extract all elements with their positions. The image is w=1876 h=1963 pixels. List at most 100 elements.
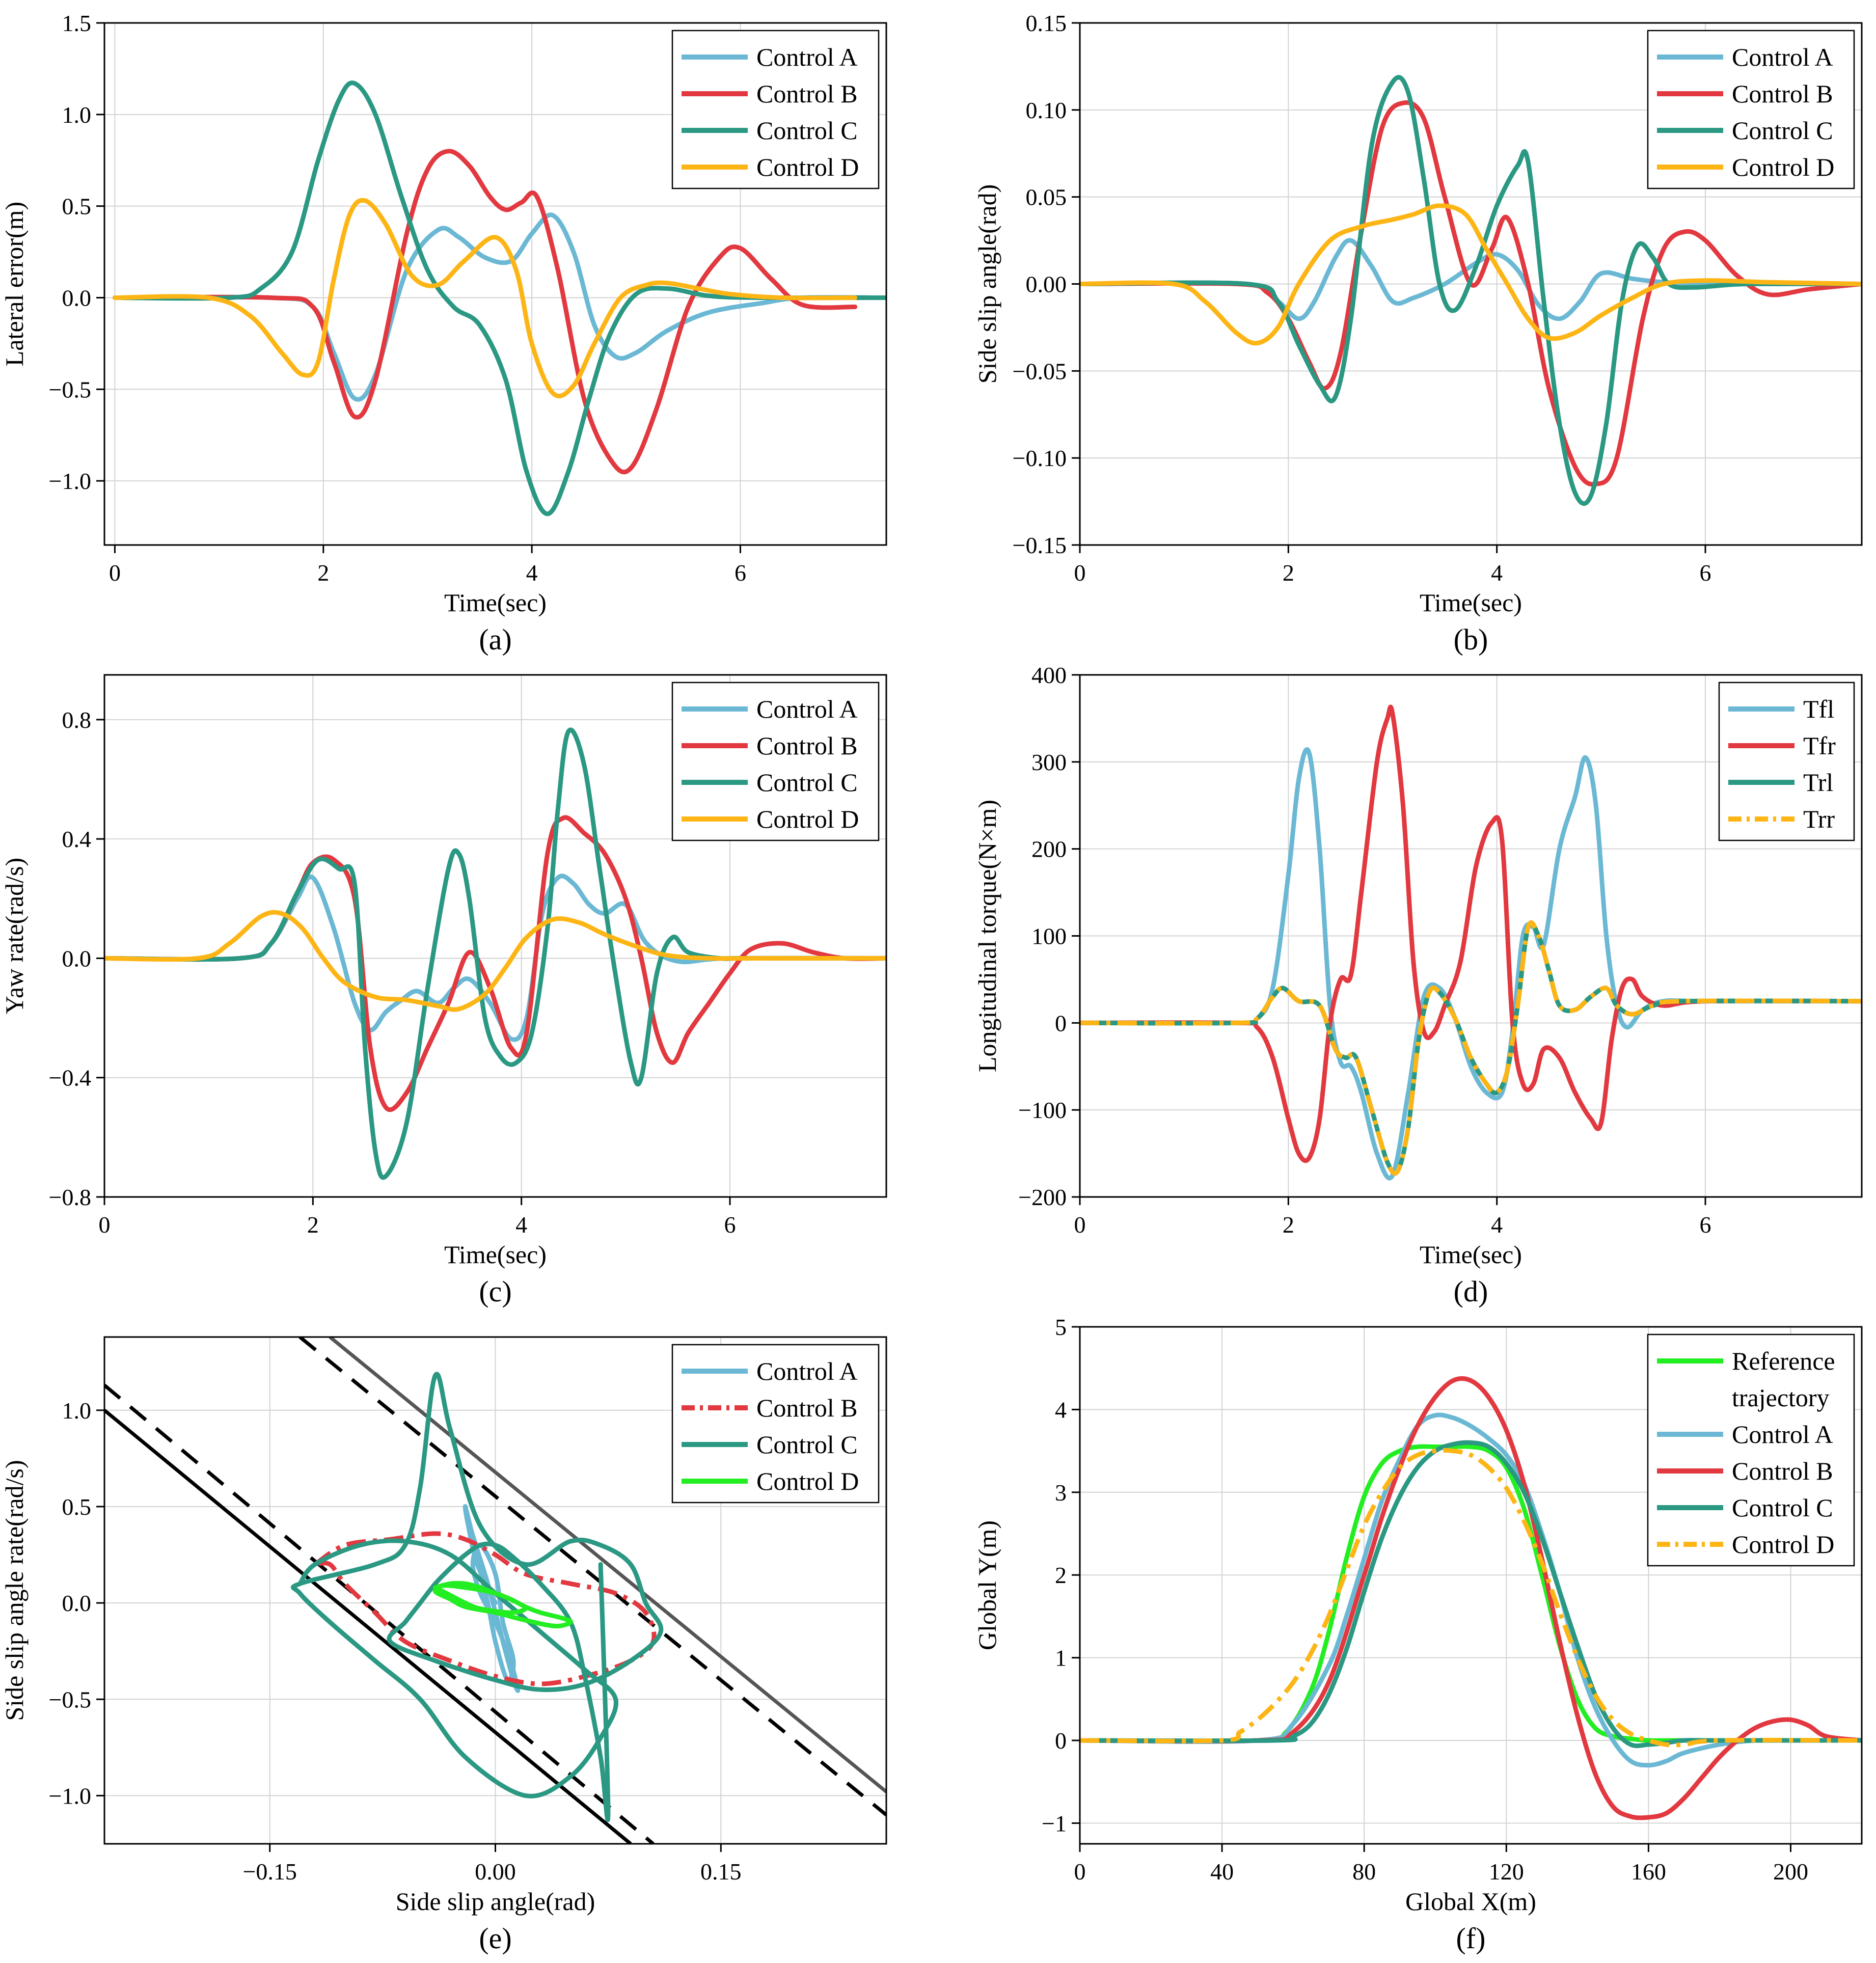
series-line-control-d [104,910,886,1012]
chart-plot-area [1080,75,1862,506]
y-axis-label: Lateral error(m) [0,202,29,366]
x-axis-label: Global X(m) [1405,1887,1536,1916]
plot-frame [1079,1326,1863,1845]
legend-label: Control B [1732,79,1833,108]
series-line-control-a [463,1504,521,1693]
stability-boundary-line [298,1337,886,1816]
legend-box [1647,1333,1855,1567]
legend-label: Control B [1732,1457,1833,1485]
legend-label: Control C [1732,116,1833,145]
x-tick-label: 4 [1491,1212,1503,1238]
stability-boundary-line [104,1383,655,1844]
series-line-trl [1080,920,1862,1176]
x-axis-label: Side slip angle(rad) [396,1887,595,1916]
panel-caption: (b) [1454,623,1488,656]
chart-plot-area [104,727,886,1180]
y-tick-label: 0.10 [1026,97,1067,123]
y-axis-label: Side slip angle rate(rad/s) [0,1460,29,1721]
series-line-tfr [1080,704,1862,1163]
panel-caption: (e) [479,1922,511,1955]
y-tick-label: 1.5 [62,10,92,36]
legend-label: Control D [1732,1530,1834,1559]
y-axis-label: Yaw rate(rad/s) [0,858,29,1014]
legend-label: Control C [1732,1493,1833,1522]
y-tick-label: 0.0 [62,1590,92,1616]
y-tick-label: 0.0 [62,285,92,311]
legend-label: Reference [1732,1347,1835,1375]
legend-label: Control D [756,805,859,833]
y-axis-label: Side slip angle(rad) [973,184,1001,384]
x-tick-label: 4 [1491,560,1503,586]
x-axis-label: Time(sec) [444,588,547,617]
legend-label: Control A [756,1357,858,1385]
x-tick-label: 0 [109,560,121,586]
legend-label: Control A [756,43,858,71]
plot-frame [103,22,887,546]
series-line-control-d [1080,203,1862,346]
stability-boundary-line [104,1409,632,1844]
panel-caption: (c) [479,1275,511,1308]
y-tick-label: −0.4 [49,1065,91,1091]
x-tick-label: 2 [1283,1212,1294,1238]
chart-panel-d: 0 2 4 6 −200 −100 0 100 200 300 400 Time(sec) Longit… [973,662,1863,1308]
y-tick-label: −1.0 [49,1783,91,1809]
legend-label: Control D [1732,153,1834,181]
chart-plot-area [104,1337,886,1844]
y-tick-label: −200 [1018,1184,1067,1210]
stability-boundary-line [329,1337,886,1793]
x-tick-label: 0 [99,1212,111,1238]
series-line-trr [1080,920,1862,1176]
legend-label: Control A [1732,43,1833,71]
legend-label: Trl [1803,768,1833,797]
chart-panel-b: 0 2 4 6 −0.15 −0.10 −0.05 0.00 0.05 0.10 0.15 Time(… [973,10,1863,656]
legend: Control A Control B Control C Control D [1647,30,1855,189]
legend-label: Tfr [1803,731,1836,760]
series-line-control-c [1080,75,1862,506]
series-line-control-d [113,198,858,398]
x-tick-label: 2 [317,560,329,586]
panel-caption: (d) [1454,1275,1488,1308]
y-tick-label: 0.15 [1026,10,1067,36]
x-tick-label: 0.00 [475,1859,516,1885]
y-tick-label: −0.10 [1013,445,1067,471]
chart-panel-f: 0 40 80 120 160 200 −1 0 1 2 3 4 5 Global X(m) Global … [973,1314,1863,1955]
y-tick-label: 1.0 [62,1398,92,1424]
x-tick-label: 0 [1074,1859,1086,1885]
chart-plot-area [113,80,886,516]
x-tick-label: 4 [526,560,538,586]
legend-label: Control C [756,1430,858,1459]
y-tick-label: 0.00 [1026,271,1067,297]
y-tick-label: −0.15 [1013,532,1067,558]
panel-caption: (a) [479,623,511,656]
legend-label: Trr [1803,805,1835,833]
series-line-control-b [113,149,858,475]
y-tick-label: 0 [1055,1010,1067,1036]
chart-plot-area [1080,704,1862,1181]
x-tick-label: −0.15 [242,1859,296,1885]
y-tick-label: 400 [1031,662,1067,688]
x-tick-label: 2 [307,1212,319,1238]
y-tick-label: 0.5 [62,194,92,220]
y-tick-label: 100 [1031,923,1067,949]
x-tick-label: 0.15 [700,1859,742,1885]
x-tick-label: 6 [1700,560,1711,586]
x-tick-label: 0 [1074,560,1086,586]
legend-label: Control C [756,768,858,797]
y-tick-label: −1 [1042,1810,1067,1836]
legend: Tfl Tfr Trl Trr [1718,681,1855,841]
y-tick-label: 2 [1055,1562,1067,1588]
legend-label: Tfl [1803,695,1834,723]
legend: Control A Control B Control C Control D [671,1344,880,1504]
legend-label: Control B [756,731,858,760]
legend-label: Control A [756,695,858,723]
y-tick-label: 200 [1031,836,1067,862]
y-tick-label: 4 [1055,1397,1067,1423]
y-tick-label: −1.0 [49,468,91,494]
y-tick-label: 1 [1055,1645,1067,1671]
x-tick-label: 4 [515,1212,527,1238]
x-axis-label: Time(sec) [1420,1240,1522,1269]
series-line-control-d [1080,1448,1862,1748]
y-tick-label: 0.8 [62,707,92,733]
series-line-control-c [104,727,886,1180]
